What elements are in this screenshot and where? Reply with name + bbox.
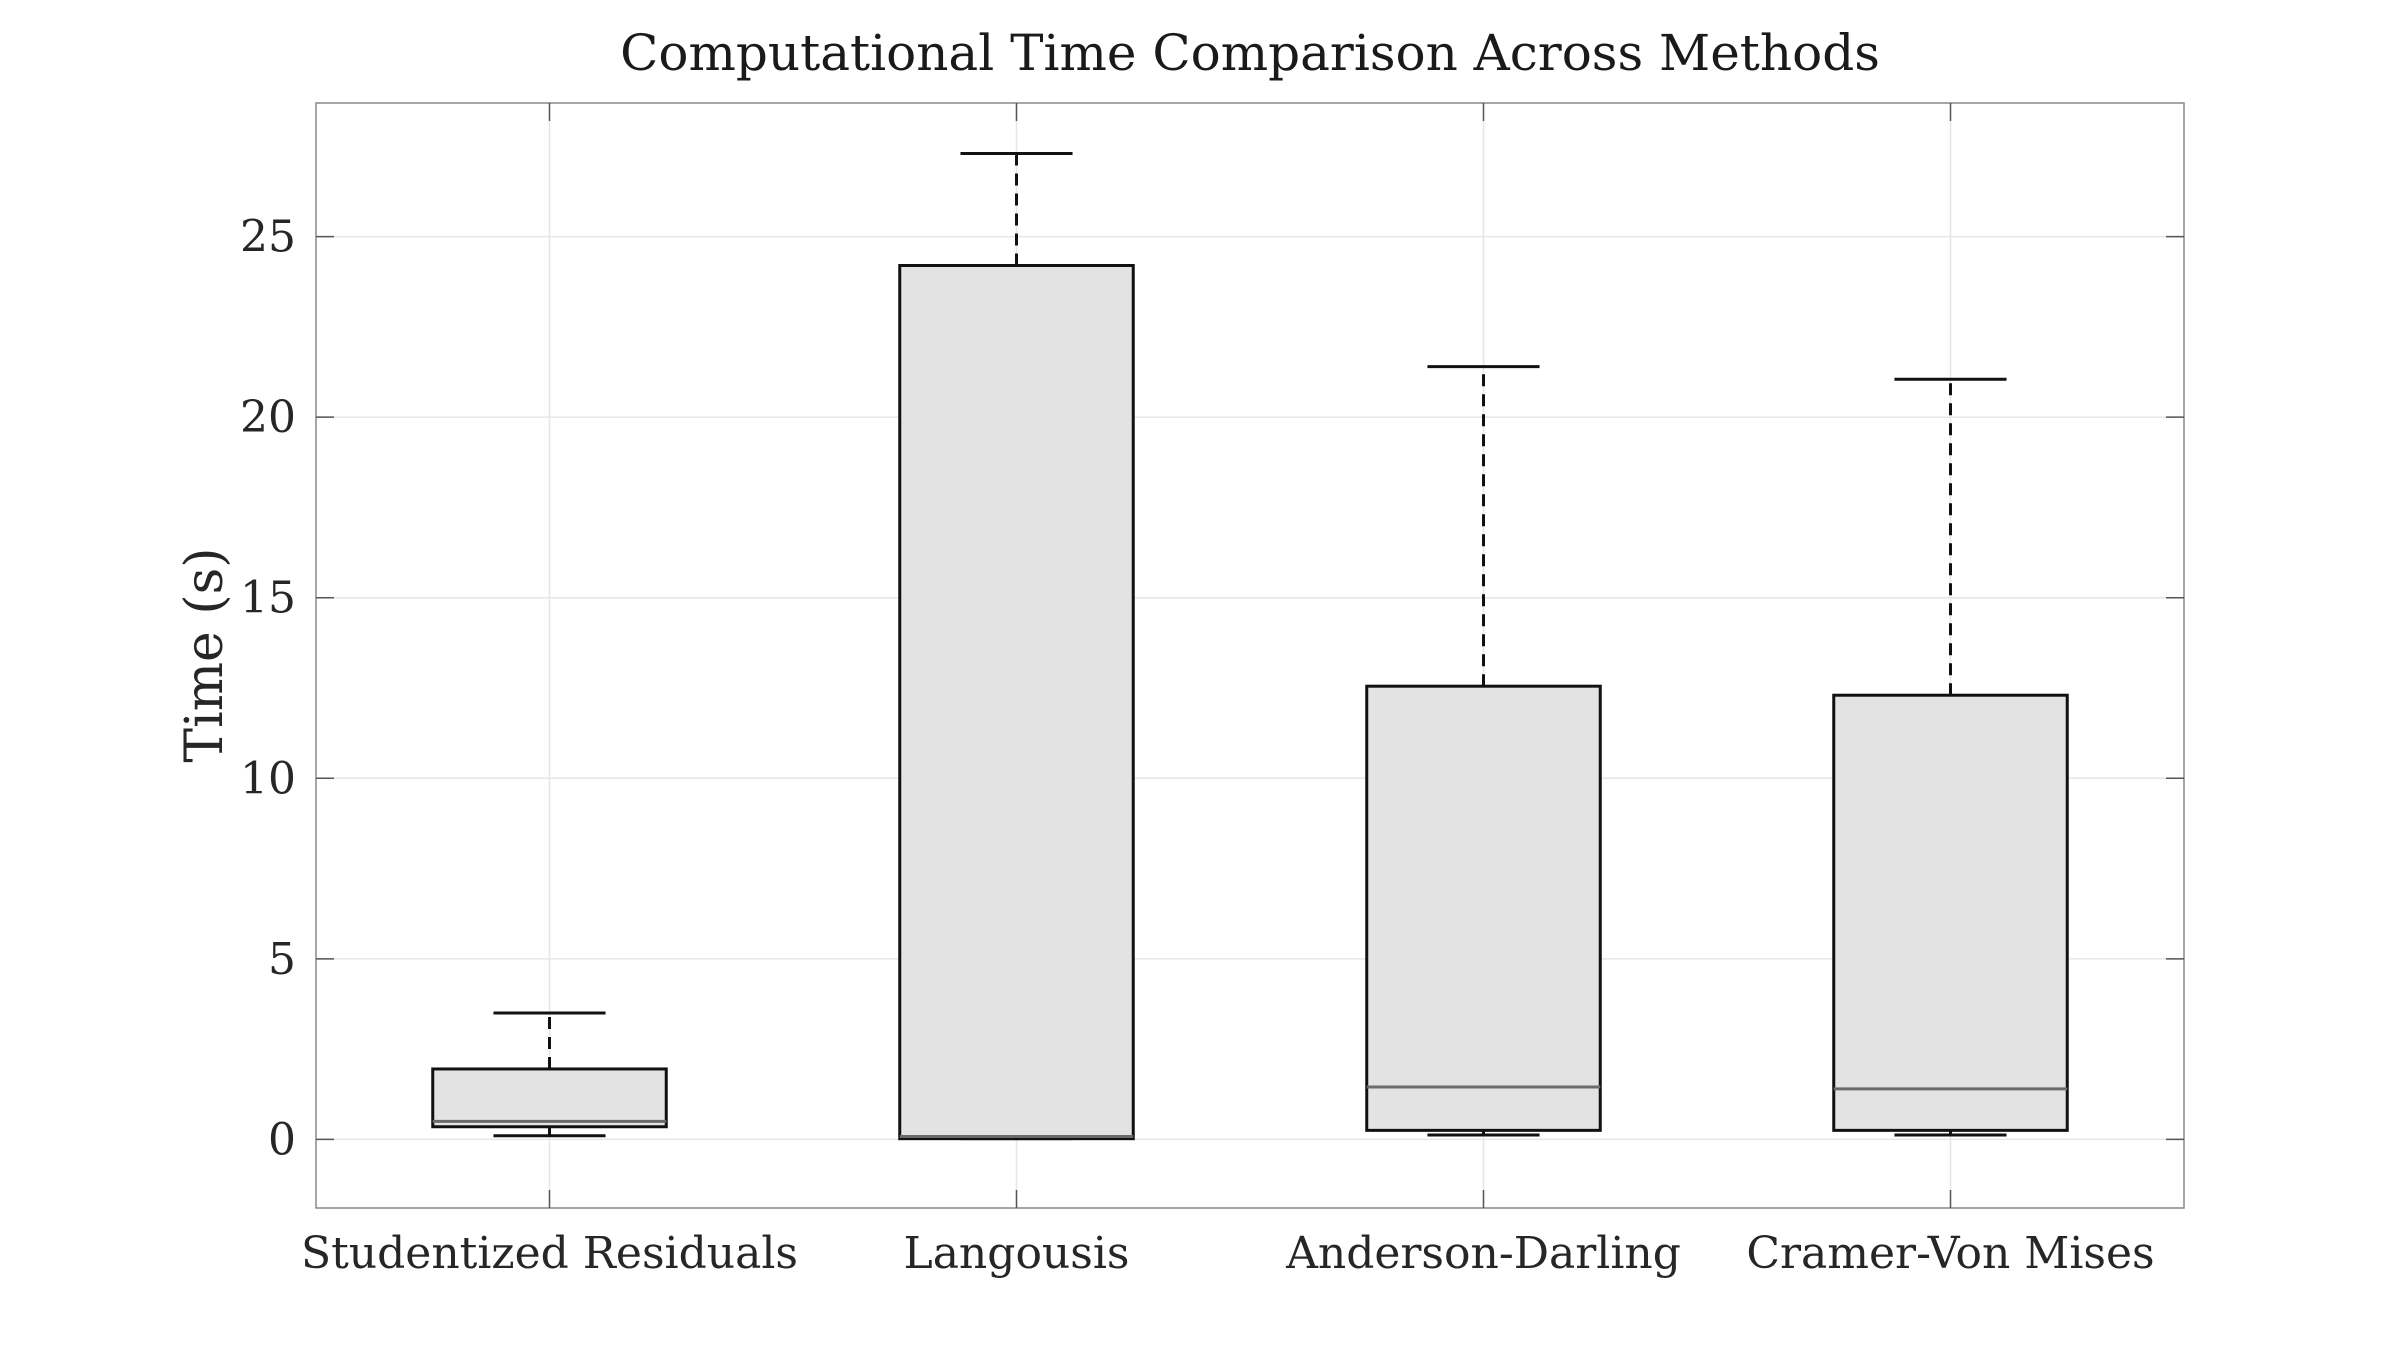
- box-group: [1832, 377, 2069, 1137]
- chart-title: Computational Time Comparison Across Met…: [620, 24, 1880, 82]
- x-category-label: Langousis: [903, 1228, 1129, 1279]
- iqr-box: [898, 264, 1135, 1141]
- plot-area-frame: [315, 102, 2185, 1209]
- x-category-label: Studentized Residuals: [301, 1228, 798, 1279]
- y-axis-label: Time (s): [175, 547, 235, 762]
- x-category-label: Cramer-Von Mises: [1746, 1228, 2154, 1279]
- y-tick-label: 25: [240, 212, 296, 263]
- y-tick-label: 10: [240, 753, 296, 804]
- y-tick-label: 0: [268, 1114, 296, 1165]
- box-series: [431, 152, 2069, 1141]
- y-tick-label: 15: [240, 573, 296, 624]
- x-category-label: Anderson-Darling: [1285, 1228, 1681, 1279]
- iqr-box: [1832, 693, 2069, 1132]
- y-tick-label: 5: [268, 934, 296, 985]
- iqr-box: [431, 1067, 668, 1129]
- y-tick-label: 20: [240, 392, 296, 443]
- box-group: [898, 152, 1135, 1141]
- iqr-box: [1365, 684, 1602, 1132]
- axis-ticks: 0 5 10 15 20 25 Studentized Residuals Langousis…: [240, 103, 2184, 1279]
- box-group: [431, 1011, 668, 1138]
- box-group: [1365, 365, 1602, 1137]
